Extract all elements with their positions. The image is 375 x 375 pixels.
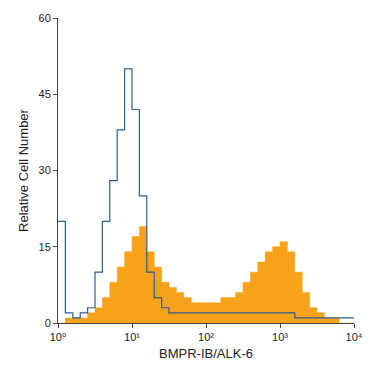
svg-text:BMPR-IB/ALK-6: BMPR-IB/ALK-6 xyxy=(159,346,253,361)
svg-text:10⁴: 10⁴ xyxy=(346,331,363,343)
svg-text:45: 45 xyxy=(39,88,51,100)
svg-text:10⁰: 10⁰ xyxy=(50,331,67,343)
svg-text:0: 0 xyxy=(45,317,51,329)
svg-text:15: 15 xyxy=(39,241,51,253)
svg-text:10¹: 10¹ xyxy=(124,331,140,343)
svg-text:Relative Cell Number: Relative Cell Number xyxy=(16,108,31,231)
svg-text:60: 60 xyxy=(39,12,51,24)
svg-text:30: 30 xyxy=(39,164,51,176)
svg-text:10³: 10³ xyxy=(272,331,288,343)
svg-text:10²: 10² xyxy=(198,331,214,343)
